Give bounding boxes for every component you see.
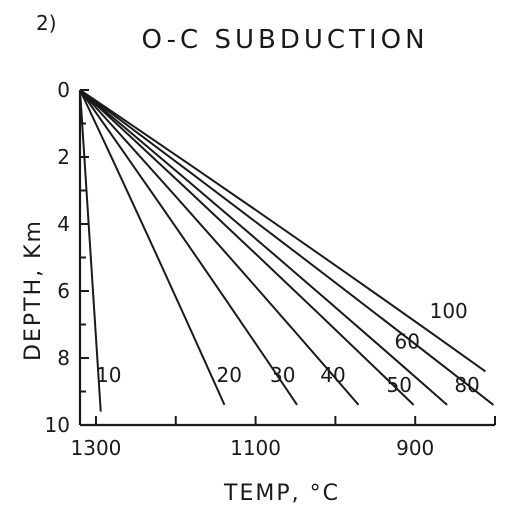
geotherm-curve-40 xyxy=(79,89,360,406)
geotherm-curve-20 xyxy=(79,89,226,406)
y-tick-label: 10 xyxy=(45,413,70,437)
panel-label: 2) xyxy=(36,11,57,35)
x-tick-label: 1100 xyxy=(230,436,281,460)
geotherm-curve-10 xyxy=(79,89,102,412)
curve-label-10: 10 xyxy=(96,363,121,387)
geotherm-curve-80 xyxy=(79,89,495,406)
curve-label-30: 30 xyxy=(270,363,295,387)
curve-label-50: 50 xyxy=(387,373,412,397)
x-tick-label: 1300 xyxy=(71,436,122,460)
y-tick-label: 8 xyxy=(57,346,70,370)
curve-label-100: 100 xyxy=(430,299,468,323)
x-axis-ticks: 1300 1100 900 xyxy=(71,416,496,460)
curve-label-20: 20 xyxy=(217,363,242,387)
curve-labels: 10 20 30 40 50 60 80 100 xyxy=(96,299,480,397)
y-tick-label: 4 xyxy=(57,212,70,236)
y-tick-label: 6 xyxy=(57,279,70,303)
geotherm-curve-100 xyxy=(79,89,487,373)
geotherm-curve-30 xyxy=(79,89,298,406)
geotherm-curve-50 xyxy=(79,89,415,406)
y-tick-label: 2 xyxy=(57,145,70,169)
x-axis-label: TEMP, °C xyxy=(223,481,340,506)
geotherm-curve-60 xyxy=(79,89,448,406)
curve-label-60: 60 xyxy=(394,329,419,353)
x-tick-label: 900 xyxy=(396,436,434,460)
chart-title: O-C SUBDUCTION xyxy=(141,25,428,55)
geotherm-curves xyxy=(79,89,495,412)
curve-label-80: 80 xyxy=(454,373,479,397)
y-axis-label: DEPTH, Km xyxy=(21,219,46,361)
y-tick-label: 0 xyxy=(57,78,70,102)
curve-label-40: 40 xyxy=(320,363,345,387)
y-axis-ticks: 0 2 4 6 8 10 xyxy=(45,78,89,437)
